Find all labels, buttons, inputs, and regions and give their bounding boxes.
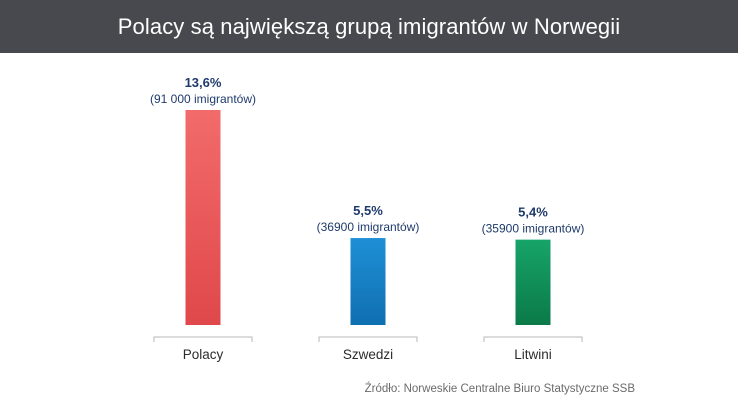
source-note: Źródło: Norweskie Centralne Biuro Statys… (364, 383, 635, 395)
count-label-litwini: (35900 imigrantów) (482, 222, 585, 236)
chart-title: Polacy są największą grupą imigrantów w … (117, 13, 621, 39)
category-label-litwini: Litwini (514, 347, 552, 362)
axis-bracket-polacy (153, 336, 253, 342)
category-label-szwedzi: Szwedzi (343, 347, 393, 362)
bar-polacy (185, 110, 221, 325)
title-bar: Polacy są największą grupą imigrantów w … (0, 0, 738, 53)
count-label-polacy: (91 000 imigrantów) (150, 92, 256, 106)
count-label-szwedzi: (36900 imigrantów) (317, 220, 420, 234)
value-label-litwini: 5,4% (518, 205, 548, 220)
value-label-polacy: 13,6% (185, 75, 222, 90)
bar-szwedzi (350, 238, 386, 325)
bar-litwini (515, 239, 551, 325)
value-label-szwedzi: 5,5% (353, 203, 383, 218)
category-label-polacy: Polacy (183, 347, 224, 362)
bar-chart: 13,6% (91 000 imigrantów) Polacy 5,5% (36900… (150, 75, 585, 362)
axis-bracket-litwini (483, 336, 583, 342)
axis-bracket-szwedzi (318, 336, 418, 342)
